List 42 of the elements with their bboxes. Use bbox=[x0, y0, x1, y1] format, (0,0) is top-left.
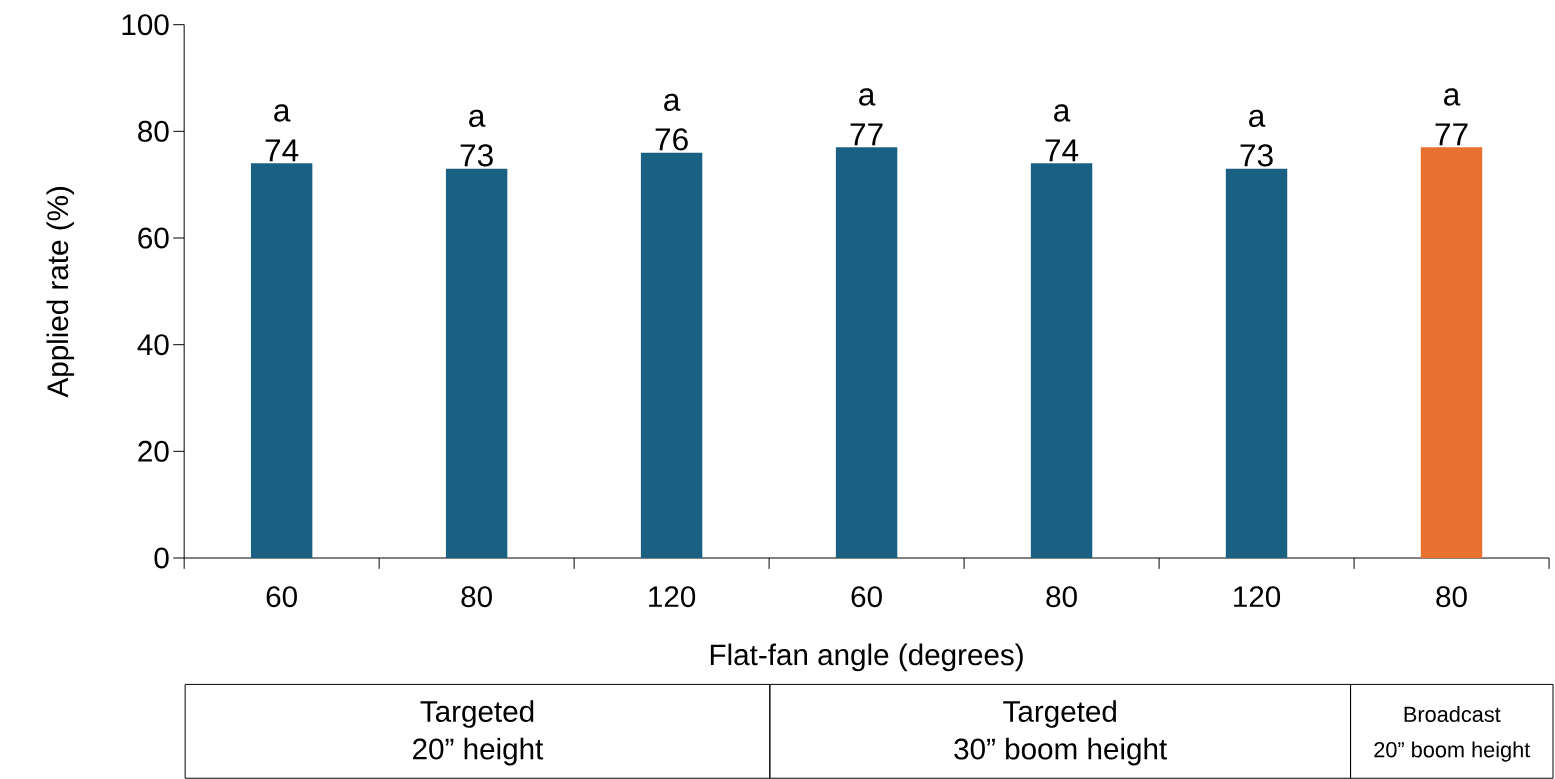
annotation: a bbox=[1054, 104, 1071, 122]
x-tick-label: 80 bbox=[461, 586, 492, 608]
annotation: a bbox=[1444, 88, 1461, 106]
data-label: 77 bbox=[850, 123, 883, 146]
y-tick-label: 80 bbox=[138, 120, 169, 142]
annotation: a bbox=[664, 93, 681, 111]
y-tick-label: 60 bbox=[138, 227, 169, 249]
data-label: 77 bbox=[1435, 123, 1468, 146]
bar bbox=[835, 147, 898, 558]
data-label: 74 bbox=[265, 139, 299, 162]
y-tick-label: 100 bbox=[122, 14, 169, 36]
bar bbox=[640, 152, 703, 558]
x-tick-label: 80 bbox=[1436, 586, 1467, 608]
text: 20” boom height bbox=[1374, 741, 1531, 762]
annotation: a bbox=[1249, 109, 1266, 127]
text: Targeted bbox=[420, 700, 534, 728]
x-axis-title: Flat-fan angle (degrees) bbox=[710, 643, 1023, 672]
bar bbox=[1225, 168, 1288, 558]
bar bbox=[250, 163, 313, 558]
y-tick-label: 20 bbox=[138, 440, 169, 462]
x-tick-label: 80 bbox=[1046, 586, 1077, 608]
annotation: a bbox=[469, 109, 486, 127]
y-axis-title: Applied rate (%) bbox=[46, 186, 75, 398]
data-label: 76 bbox=[655, 128, 688, 151]
data-label: 73 bbox=[460, 144, 493, 167]
x-tick-label: 120 bbox=[1234, 586, 1281, 608]
y-tick-label: 0 bbox=[154, 547, 169, 569]
bar bbox=[1420, 147, 1483, 558]
x-tick-label: 60 bbox=[851, 586, 882, 608]
bar bbox=[1030, 163, 1093, 558]
y-tick-label: 40 bbox=[137, 334, 169, 356]
x-tick-label: 60 bbox=[266, 586, 297, 608]
annotation: a bbox=[859, 88, 876, 106]
text: 30” boom height bbox=[954, 737, 1167, 766]
bar bbox=[445, 168, 508, 558]
data-label: 74 bbox=[1045, 139, 1079, 162]
annotation: a bbox=[274, 104, 291, 122]
text: Broadcast bbox=[1404, 705, 1501, 722]
text: Targeted bbox=[1003, 700, 1116, 728]
text: 20” height bbox=[413, 737, 544, 766]
x-tick-label: 120 bbox=[649, 586, 696, 608]
data-label: 73 bbox=[1240, 144, 1273, 167]
